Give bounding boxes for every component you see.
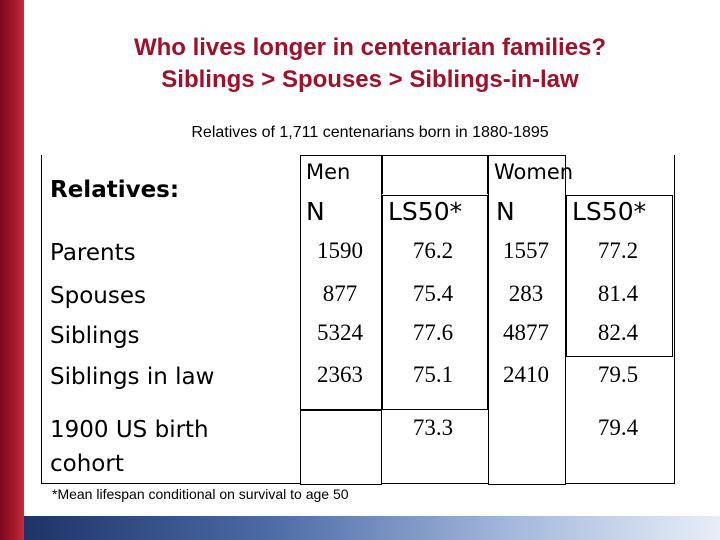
cell-siblings-men-n: 5324 xyxy=(317,320,363,345)
men-n-header: N xyxy=(306,197,325,226)
row-label-cohort-line2: cohort xyxy=(50,451,124,477)
women-ls50-column-box xyxy=(566,195,673,357)
cell-parents-men-ls50: 76.2 xyxy=(412,238,454,263)
footnote: *Mean lifespan conditional on survival t… xyxy=(52,486,349,502)
cell-spouses-women-ls50: 81.4 xyxy=(597,281,639,306)
men-group-header: Men xyxy=(306,160,351,184)
cell-inlaw-women-n: 2410 xyxy=(503,362,549,387)
slide-title: Who lives longer in centenarian families… xyxy=(40,32,700,96)
cell-spouses-men-n: 877 xyxy=(322,281,358,306)
cell-spouses-men-ls50: 75.4 xyxy=(412,281,454,306)
row-label-spouses: Spouses xyxy=(50,283,146,309)
subtitle: Relatives of 1,711 centenarians born in … xyxy=(191,124,549,141)
left-accent-bar xyxy=(0,0,24,540)
cell-parents-men-n: 1590 xyxy=(317,238,363,263)
cell-parents-women-n: 1557 xyxy=(503,238,549,263)
cell-inlaw-men-n: 2363 xyxy=(317,362,363,387)
row-label-siblings: Siblings xyxy=(50,323,140,349)
relatives-heading: Relatives: xyxy=(50,177,180,203)
cell-parents-women-ls50: 77.2 xyxy=(597,238,639,263)
men-ls50-column-box xyxy=(382,195,488,410)
women-n-header: N xyxy=(496,197,515,226)
women-ls50-header: LS50* xyxy=(572,197,647,226)
row-label-cohort-line1: 1900 US birth xyxy=(50,417,209,443)
men-n-column-box xyxy=(300,155,382,410)
women-group-header: Women xyxy=(494,160,574,184)
cell-siblings-men-ls50: 77.6 xyxy=(412,320,454,345)
women-n-column-box xyxy=(488,155,566,485)
cell-cohort-women-ls50: 79.4 xyxy=(597,415,639,440)
cell-siblings-women-ls50: 82.4 xyxy=(597,320,639,345)
bottom-gradient-bar xyxy=(24,516,720,540)
title-line-2: Siblings > Spouses > Siblings-in-law xyxy=(161,66,579,93)
cell-inlaw-men-ls50: 75.1 xyxy=(412,362,454,387)
men-ls50-header: LS50* xyxy=(388,197,463,226)
men-header-box xyxy=(382,155,488,194)
cohort-men-n-box xyxy=(300,410,382,485)
row-label-siblings-in-law: Siblings in law xyxy=(50,364,215,390)
row-label-parents: Parents xyxy=(50,240,136,266)
cell-cohort-men-ls50: 73.3 xyxy=(412,415,454,440)
title-line-1: Who lives longer in centenarian families… xyxy=(133,34,607,61)
cell-inlaw-women-ls50: 79.5 xyxy=(597,362,639,387)
cell-spouses-women-n: 283 xyxy=(508,281,544,306)
cell-siblings-women-n: 4877 xyxy=(503,320,549,345)
